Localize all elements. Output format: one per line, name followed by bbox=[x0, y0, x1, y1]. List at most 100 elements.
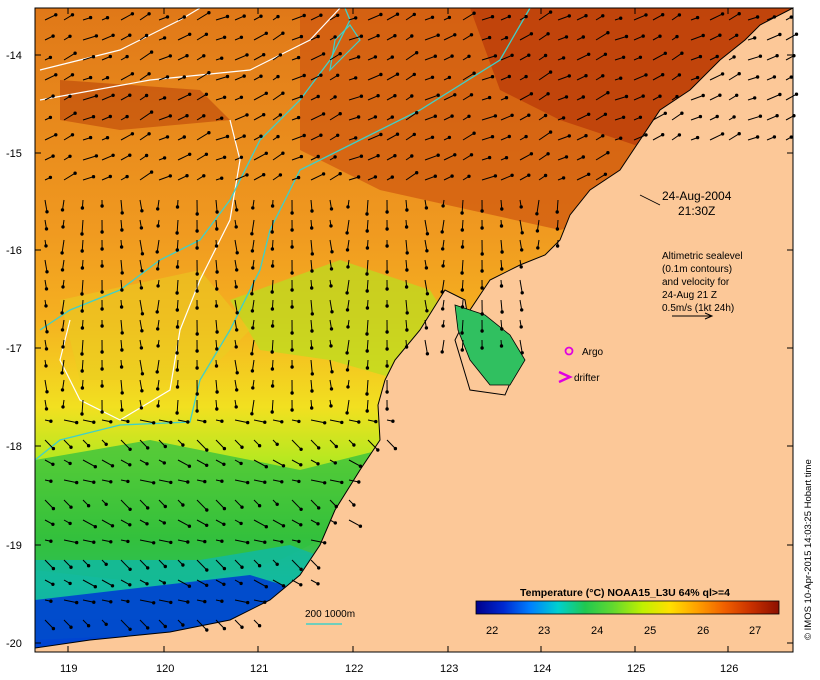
velocity-vector-head bbox=[395, 72, 400, 76]
velocity-vector-head bbox=[436, 153, 440, 157]
velocity-vector bbox=[156, 239, 160, 252]
velocity-vector-head bbox=[54, 13, 58, 17]
velocity-vector-head bbox=[251, 386, 255, 390]
velocity-vector-head bbox=[156, 224, 160, 228]
velocity-vector bbox=[139, 73, 150, 81]
velocity-vector-head bbox=[280, 540, 284, 544]
velocity-vector-head bbox=[100, 384, 104, 388]
velocity-vector-head bbox=[504, 156, 509, 160]
velocity-vector-head bbox=[163, 624, 168, 629]
velocity-vector-head bbox=[441, 324, 445, 328]
velocity-vector-head bbox=[472, 11, 476, 15]
velocity-vector-head bbox=[281, 584, 286, 588]
velocity-vector-head bbox=[149, 110, 154, 114]
velocity-vector bbox=[329, 479, 342, 483]
velocity-vector bbox=[82, 479, 94, 483]
velocity-vector-head bbox=[695, 135, 700, 140]
velocity-vector-head bbox=[581, 35, 585, 39]
velocity-vector-head bbox=[430, 135, 435, 140]
velocity-vector-head bbox=[146, 506, 150, 510]
velocity-vector-head bbox=[789, 75, 793, 79]
velocity-vector-head bbox=[195, 246, 199, 250]
velocity-vector bbox=[253, 479, 265, 483]
velocity-vector bbox=[366, 199, 369, 215]
velocity-vector-head bbox=[100, 324, 104, 328]
velocity-vector-head bbox=[330, 370, 334, 374]
velocity-vector-head bbox=[270, 230, 274, 234]
velocity-vector-head bbox=[175, 248, 180, 252]
velocity-vector bbox=[536, 199, 540, 214]
velocity-vector-head bbox=[181, 623, 185, 627]
velocity-vector-head bbox=[772, 135, 777, 139]
velocity-vector bbox=[139, 111, 152, 121]
velocity-vector-head bbox=[720, 132, 725, 136]
velocity-vector bbox=[44, 199, 48, 212]
velocity-vector-head bbox=[70, 73, 75, 77]
velocity-vector-head bbox=[128, 583, 132, 587]
velocity-vector bbox=[576, 173, 589, 181]
velocity-vector-head bbox=[543, 173, 548, 178]
velocity-vector-head bbox=[104, 502, 108, 506]
velocity-vector bbox=[196, 132, 210, 141]
velocity-vector-head bbox=[698, 54, 703, 59]
credit-text: © IMOS 10-Apr-2015 14:03:25 Hobart time bbox=[803, 459, 814, 640]
velocity-vector-head bbox=[126, 599, 130, 604]
velocity-vector bbox=[728, 73, 740, 81]
velocity-vector-head bbox=[140, 252, 145, 256]
velocity-vector bbox=[291, 439, 302, 450]
velocity-vector bbox=[215, 199, 218, 213]
velocity-vector-head bbox=[329, 327, 334, 331]
velocity-vector-head bbox=[410, 154, 414, 158]
velocity-vector bbox=[139, 259, 143, 271]
velocity-vector-head bbox=[510, 173, 514, 178]
velocity-vector-head bbox=[333, 461, 337, 465]
velocity-vector-head bbox=[581, 95, 585, 99]
velocity-vector-head bbox=[70, 13, 75, 17]
velocity-vector bbox=[158, 419, 171, 423]
velocity-vector-head bbox=[49, 479, 53, 483]
velocity-vector bbox=[405, 239, 408, 253]
velocity-vector-head bbox=[139, 346, 144, 350]
velocity-vector bbox=[177, 579, 190, 587]
velocity-vector bbox=[82, 519, 96, 528]
velocity-vector-head bbox=[242, 74, 246, 78]
velocity-vector bbox=[271, 399, 274, 413]
velocity-vector bbox=[747, 55, 761, 61]
velocity-vector-head bbox=[80, 249, 84, 253]
velocity-vector bbox=[234, 479, 248, 484]
velocity-vector bbox=[139, 619, 149, 629]
velocity-vector-head bbox=[195, 289, 199, 293]
velocity-vector-head bbox=[789, 15, 793, 19]
velocity-vector-head bbox=[251, 326, 255, 330]
velocity-vector bbox=[348, 519, 361, 527]
velocity-vector-head bbox=[405, 328, 409, 332]
velocity-vector bbox=[253, 32, 267, 41]
velocity-vector bbox=[272, 32, 284, 41]
velocity-vector-head bbox=[373, 115, 378, 119]
colorbar-tick: 22 bbox=[486, 625, 498, 637]
drifter-marker-icon bbox=[558, 370, 573, 384]
velocity-vector-head bbox=[644, 133, 648, 137]
velocity-vector bbox=[234, 359, 238, 373]
velocity-vector-head bbox=[564, 95, 569, 99]
velocity-vector-head bbox=[601, 134, 605, 138]
isobath-label: 200 1000m bbox=[305, 609, 355, 620]
velocity-vector-head bbox=[88, 75, 93, 80]
velocity-vector-head bbox=[520, 308, 524, 312]
velocity-vector-head bbox=[321, 52, 326, 56]
velocity-vector-head bbox=[104, 562, 108, 566]
velocity-vector bbox=[101, 34, 114, 41]
velocity-vector-head bbox=[49, 419, 53, 423]
velocity-vector bbox=[329, 419, 342, 423]
velocity-vector bbox=[310, 379, 313, 392]
velocity-vector bbox=[158, 599, 171, 603]
velocity-vector bbox=[196, 519, 207, 526]
velocity-vector-head bbox=[250, 249, 255, 253]
velocity-vector-head bbox=[472, 71, 476, 75]
velocity-vector bbox=[348, 155, 362, 161]
velocity-vector-head bbox=[480, 329, 484, 333]
velocity-vector-head bbox=[93, 525, 98, 529]
velocity-vector-head bbox=[186, 480, 190, 484]
velocity-vector bbox=[81, 399, 84, 415]
velocity-vector-head bbox=[202, 114, 206, 118]
